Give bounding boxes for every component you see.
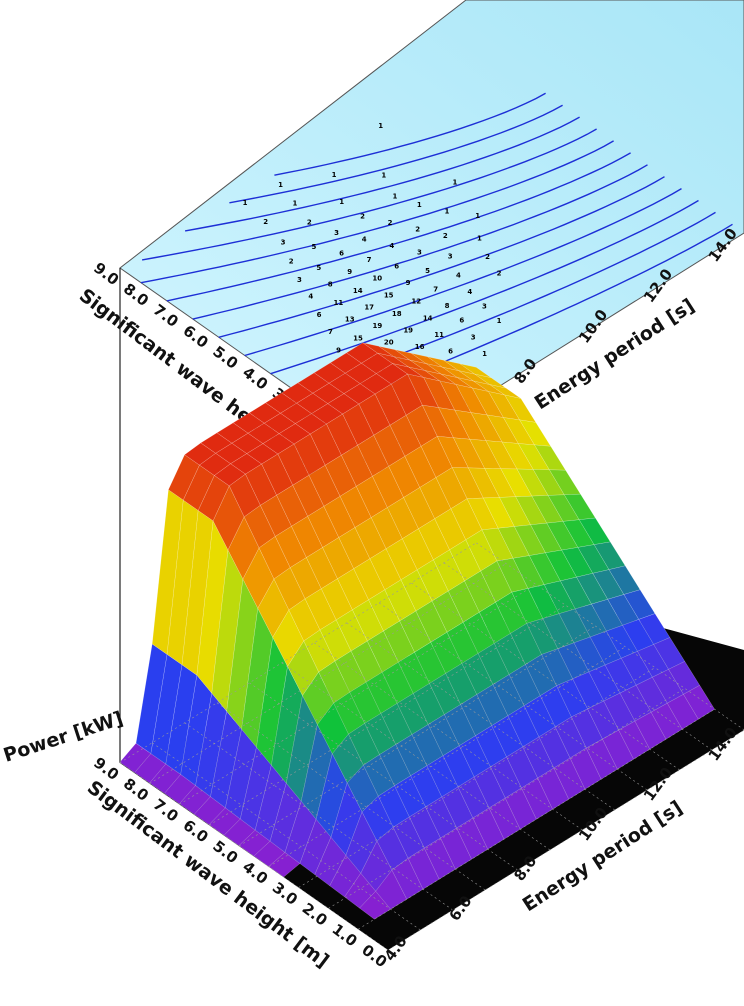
scatter-value: 3	[448, 253, 453, 261]
contour-line	[274, 92, 546, 176]
scatter-value: 5	[316, 264, 321, 272]
scatter-value: 1	[292, 200, 297, 208]
scatter-value: 2	[263, 218, 268, 226]
surface-cell	[653, 637, 686, 670]
contour-line	[192, 164, 648, 320]
scatter-value: 1	[417, 201, 422, 209]
scatter-value: 1	[378, 122, 383, 130]
scatter-value: 1	[452, 179, 457, 187]
scatter-value: 9	[406, 279, 411, 287]
scatter-value: 4	[389, 242, 394, 250]
scatter-value: 11	[334, 299, 344, 307]
scatter-value: 2	[497, 270, 502, 278]
scatter-value: 8	[328, 280, 333, 288]
surface-cell	[578, 517, 611, 545]
scatter-value: 1	[278, 181, 283, 189]
surface-panel: 0.01.02.03.04.05.06.07.08.09.0 4.06.08.0…	[1, 342, 744, 972]
scatter-value: 13	[345, 316, 355, 324]
surface-cell	[519, 419, 552, 447]
contour-line	[270, 199, 699, 375]
scatter-value: 1	[243, 199, 248, 207]
scatter-value: 17	[364, 304, 374, 312]
scatter-value: 1	[497, 317, 502, 325]
scatter-value: 1	[482, 350, 487, 358]
scatter-value: 7	[367, 256, 372, 264]
scatter-value: 7	[433, 286, 438, 294]
scatter-value: 9	[336, 347, 341, 355]
scatter-value: 6	[459, 317, 464, 325]
scatter-value: 6	[394, 263, 399, 271]
scatter-value: 19	[373, 322, 383, 330]
scatter-value: 5	[425, 267, 430, 275]
scatter-value: 4	[456, 271, 461, 279]
scatter-value: 1	[339, 198, 344, 206]
scatter-value: 19	[403, 327, 413, 335]
contour-line	[166, 152, 631, 302]
scatter-value: 4	[362, 235, 367, 243]
scatter-value: 12	[411, 298, 421, 306]
scatter-value: 3	[471, 333, 476, 341]
scatter-value: 18	[392, 310, 402, 318]
scatter-value: 3	[281, 239, 286, 247]
surface-cell	[563, 493, 596, 520]
scatter-value: 6	[339, 250, 344, 258]
scatter-value: 7	[328, 328, 333, 336]
scatter-value: 4	[467, 288, 472, 296]
contour-line	[141, 128, 597, 261]
surface-cell	[608, 565, 641, 595]
power-surface	[119, 342, 715, 920]
scatter-value: 11	[434, 331, 444, 339]
scatter-value: 14	[353, 287, 363, 295]
scatter-value: 3	[417, 248, 422, 256]
contour-line	[229, 104, 563, 204]
scatter-value: 2	[307, 218, 312, 226]
surface-cell	[638, 613, 671, 645]
scatter-value: 8	[445, 302, 450, 310]
scatter-value: 5	[311, 243, 316, 251]
scatter-value: 2	[388, 219, 393, 227]
surface-cell	[504, 394, 537, 423]
scatter-value: 1	[392, 192, 397, 200]
scatter-value: 1	[477, 234, 482, 242]
scatter-value: 1	[475, 212, 480, 220]
scatter-value: 2	[289, 257, 294, 265]
surface-cell	[668, 661, 701, 695]
scatter-value: 3	[297, 276, 302, 284]
scatter-value: 2	[485, 253, 490, 261]
scatter-value: 3	[334, 229, 339, 237]
scatter-value: 9	[347, 268, 352, 276]
surface-cell	[593, 541, 626, 570]
scatter-value: 1	[332, 171, 337, 179]
contour-lines	[140, 92, 733, 411]
surface-cell	[623, 589, 656, 620]
contour-line	[140, 140, 614, 284]
scatter-value: 14	[423, 314, 433, 322]
scatter-value: 15	[384, 291, 394, 299]
scatter-value: 6	[317, 311, 322, 319]
scatter-value: 2	[360, 213, 365, 221]
scatter-value: 1	[381, 172, 386, 180]
top-y-tick: 9.0	[90, 259, 122, 289]
scatter-value: 20	[384, 339, 394, 347]
contour-line	[184, 116, 580, 232]
contour-line	[218, 176, 665, 338]
scatter-value: 2	[415, 226, 420, 234]
scatter-value: 2	[443, 232, 448, 240]
scatter-value: 6	[448, 348, 453, 356]
scatter-value: 4	[308, 293, 313, 301]
scatter-value: 16	[415, 343, 425, 351]
contour-line	[244, 187, 682, 357]
scatter-value: 15	[353, 334, 363, 342]
scatter-value: 10	[372, 275, 382, 283]
scatter-value: 3	[482, 303, 487, 311]
scatter-value: 1	[444, 207, 449, 215]
surface-cell	[683, 684, 715, 720]
